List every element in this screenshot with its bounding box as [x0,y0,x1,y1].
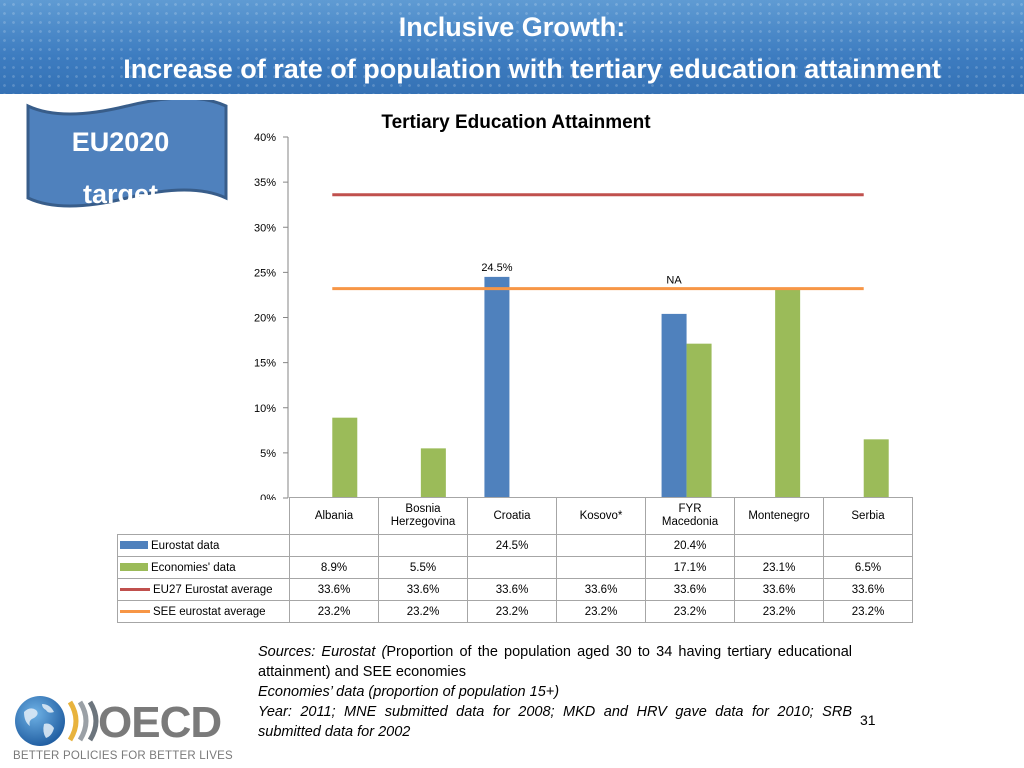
table-cell: 6.5% [823,556,913,579]
year-note: Year: 2011; MNE submitted data for 2008;… [258,704,852,740]
bar-annotation: 24.5% [481,262,512,274]
sources-line2: Economies’ data (proportion of populatio… [258,682,852,702]
eu2020-badge: EU2020 target [28,116,213,220]
page-number: 31 [860,712,876,728]
bar-economies [420,448,446,498]
oecd-wordmark: OECD [98,698,222,747]
table-cell: 33.6% [378,578,468,601]
table-row: SEE eurostat average 23.2% 23.2% 23.2% 23.2%… [117,600,913,623]
legend-label: EU27 Eurostat average [153,583,273,596]
tertiary-education-chart: Tertiary Education Attainment 0% 5% 10% 15% 2… [254,112,889,500]
table-cell: 33.6% [823,578,913,601]
table-cell: 33.6% [289,578,379,601]
legend-key-icon [120,563,148,572]
table-cell: 23.2% [289,600,379,623]
legend-entry: Eurostat data [117,534,290,557]
bar-eurostat [484,276,510,498]
table-row: EU27 Eurostat average 33.6% 33.6% 33.6% 33.6… [117,578,913,601]
badge-line2: target [82,179,158,209]
y-tick-label: 25% [254,267,276,279]
bar-eurostat [661,313,687,498]
table-cell [556,556,646,579]
table-cell: 23.2% [378,600,468,623]
sources-line3: Year: 2011; MNE submitted data for 2008;… [258,702,852,742]
category-label: Albania [289,497,379,535]
table-cell [378,534,468,557]
bar-economies [863,439,889,498]
legend-label: Economies' data [151,561,236,574]
legend-entry: SEE eurostat average [117,600,290,623]
table-cell: 17.1% [645,556,735,579]
sources-note: Sources: Eurostat (Proportion of the pop… [258,642,852,742]
category-label: Bosnia Herzegovina [378,497,468,535]
table-cell: 8.9% [289,556,379,579]
bar-economies [686,343,712,498]
slide-title-line2: Increase of rate of population with tert… [123,54,941,84]
legend-key-icon [120,609,150,613]
chart-title: Tertiary Education Attainment [381,112,651,133]
table-cell: 33.6% [556,578,646,601]
table-cell [467,556,557,579]
table-cell: 23.2% [556,600,646,623]
table-row: Economies' data 8.9% 5.5% 17.1% 23.1% 6.5% [117,556,913,579]
table-cell [289,534,379,557]
table-header-row: Albania Bosnia Herzegovina Croatia Kosovo* FY… [117,497,913,535]
table-cell: 33.6% [645,578,735,601]
bar-annotation: NA [666,275,682,287]
bar-economies [332,417,358,498]
slide-title-line1: Inclusive Growth: [398,12,626,42]
category-label: Croatia [467,497,557,535]
sources-label: Sources: Eurostat ( [258,644,387,660]
y-tick-label: 5% [260,448,276,460]
legend-entry: EU27 Eurostat average [117,578,290,601]
table-cell: 5.5% [378,556,468,579]
table-cell: 23.2% [645,600,735,623]
chart-data-table: Albania Bosnia Herzegovina Croatia Kosovo* FY… [117,497,913,623]
table-cell [823,534,913,557]
legend-label: Eurostat data [151,539,220,552]
table-cell: 23.2% [467,600,557,623]
sources-line1: Sources: Eurostat (Proportion of the pop… [258,642,852,682]
badge-line1: EU2020 [71,127,170,157]
legend-label: SEE eurostat average [153,605,266,618]
bar-economies [775,289,801,498]
table-cell: 23.2% [823,600,913,623]
legend-key-icon [120,541,148,550]
y-tick-label: 15% [254,358,276,370]
header-pattern [0,0,1024,94]
legend-key-icon [120,587,150,591]
legend-entry: Economies' data [117,556,290,579]
category-label: Serbia [823,497,913,535]
eu2020-badge-shape [26,100,228,208]
economies-note: Economies’ data (proportion of populatio… [258,684,560,700]
table-cell: 24.5% [467,534,557,557]
table-corner [117,497,290,535]
y-tick-label: 35% [254,177,276,189]
table-cell [556,534,646,557]
y-tick-label: 30% [254,222,276,234]
table-cell [734,534,824,557]
category-label: Montenegro [734,497,824,535]
table-cell: 33.6% [734,578,824,601]
y-tick-label: 20% [254,313,276,325]
sources-text: Proportion of the population aged 30 to … [258,644,852,680]
y-tick-label: 10% [254,403,276,415]
oecd-slogan: BETTER POLICIES FOR BETTER LIVES [13,750,233,762]
oecd-logo-icon [15,696,99,746]
table-cell: 33.6% [467,578,557,601]
table-cell: 20.4% [645,534,735,557]
y-tick-label: 40% [254,132,276,144]
table-row: Eurostat data 24.5% 20.4% [117,534,913,557]
table-cell: 23.1% [734,556,824,579]
category-label: FYR Macedonia [645,497,735,535]
y-tick-label: 0% [260,493,276,500]
table-cell: 23.2% [734,600,824,623]
slide-header: Inclusive Growth: Increase of rate of po… [0,0,1024,94]
category-label: Kosovo* [556,497,646,535]
